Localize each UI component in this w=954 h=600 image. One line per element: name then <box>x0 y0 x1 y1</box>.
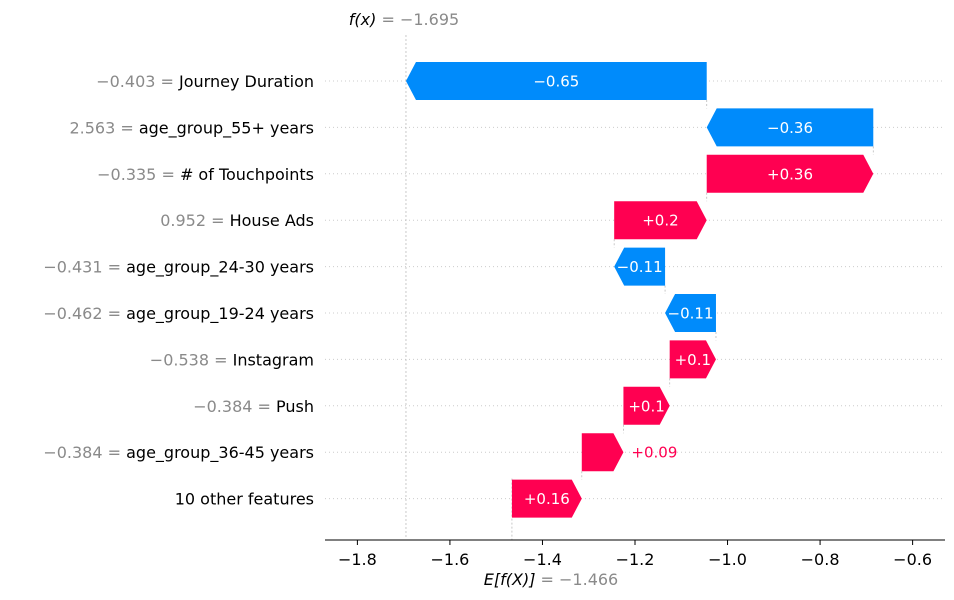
feature-equals: = <box>209 350 233 369</box>
waterfall-bar <box>669 340 716 379</box>
bar-value-label: +0.36 <box>767 165 813 183</box>
waterfall-bar <box>614 201 707 240</box>
feature-label: −0.462 = age_group_19-24 years <box>43 304 314 324</box>
feature-equals: = <box>103 258 127 277</box>
fx-annotation: f(x) = −1.695 <box>349 10 459 29</box>
efx-label: E[f(X)] <box>484 570 536 589</box>
bar-value-label: −0.36 <box>767 119 813 137</box>
feature-equals: = <box>103 443 127 462</box>
feature-label: −0.384 = Push <box>193 397 314 416</box>
feature-label: −0.403 = Journey Duration <box>96 72 314 91</box>
feature-value: −0.384 <box>193 397 252 416</box>
feature-equals: = <box>115 118 139 137</box>
bar-value-label: −0.65 <box>533 73 579 91</box>
bar-value-label: +0.2 <box>642 212 678 230</box>
bars: −0.65 −0.36 +0.36 +0.2 −0.11 −0.11 +0.1 +0.1 +0.… <box>405 62 874 518</box>
bar-value-label: +0.1 <box>628 397 664 415</box>
x-tick-label: −1.0 <box>708 550 747 569</box>
x-tick-label: −1.6 <box>430 550 469 569</box>
x-axis: −1.8 −1.6 −1.4 −1.2 −1.0 −0.8 −0.6 <box>325 539 945 569</box>
feature-value: 2.563 <box>69 118 115 137</box>
bar-value-label: +0.09 <box>631 444 677 462</box>
efx-value: −1.466 <box>559 570 618 589</box>
feature-value: −0.431 <box>43 258 102 277</box>
x-tick-label: −1.2 <box>616 550 655 569</box>
feature-value: −0.403 <box>96 72 155 91</box>
feature-name: age_group_24-30 years <box>126 258 314 278</box>
feature-value: 0.952 <box>160 211 206 230</box>
waterfall-bar <box>614 247 666 286</box>
feature-value: −0.384 <box>43 443 102 462</box>
waterfall-bar <box>405 62 707 100</box>
feature-name: age_group_36-45 years <box>126 443 314 463</box>
feature-label: −0.538 = Instagram <box>150 350 314 369</box>
bar-value-label: +0.1 <box>675 351 711 369</box>
bar-value-label: −0.11 <box>617 258 663 276</box>
feature-value: −0.462 <box>43 304 102 323</box>
waterfall-bar <box>511 479 582 518</box>
feature-label: −0.431 = age_group_24-30 years <box>43 258 314 278</box>
feature-equals: = <box>156 165 180 184</box>
fx-equals: = <box>376 10 400 29</box>
feature-label: 2.563 = age_group_55+ years <box>69 118 314 138</box>
feature-name: age_group_55+ years <box>139 118 314 138</box>
feature-value: −0.538 <box>150 350 209 369</box>
feature-label: 10 other features <box>175 490 314 509</box>
feature-name: Journey Duration <box>178 72 314 91</box>
feature-label: 0.952 = House Ads <box>160 211 314 230</box>
x-tick-label: −0.6 <box>893 550 932 569</box>
x-tick-label: −1.4 <box>523 550 562 569</box>
efx-equals: = <box>535 570 559 589</box>
waterfall-bar <box>706 154 874 193</box>
feature-name: Push <box>276 397 314 416</box>
feature-equals: = <box>103 304 127 323</box>
feature-name: House Ads <box>230 211 314 230</box>
feature-equals: = <box>155 72 179 91</box>
fx-value: −1.695 <box>400 10 459 29</box>
efx-annotation: E[f(X)] = −1.466 <box>484 570 618 589</box>
bar-value-label: +0.16 <box>524 490 570 508</box>
feature-label: −0.335 = # of Touchpoints <box>97 165 314 184</box>
feature-label: −0.384 = age_group_36-45 years <box>43 443 314 463</box>
fx-label: f(x) <box>349 10 377 29</box>
feature-name: Instagram <box>233 350 314 369</box>
waterfall-bar <box>706 108 874 147</box>
waterfall-bar <box>581 433 624 472</box>
feature-labels: −0.403 = Journey Duration 2.563 = age_gro… <box>43 72 314 509</box>
waterfall-bar <box>623 386 670 425</box>
x-tick-label: −0.8 <box>801 550 840 569</box>
reference-lines <box>405 35 874 540</box>
x-tick-label: −1.8 <box>338 550 377 569</box>
feature-name: # of Touchpoints <box>180 165 314 184</box>
bar-value-label: −0.11 <box>668 305 714 323</box>
waterfall-bar <box>665 294 716 332</box>
feature-equals: = <box>252 397 276 416</box>
feature-value: −0.335 <box>97 165 156 184</box>
feature-name: 10 other features <box>175 490 314 509</box>
feature-equals: = <box>206 211 230 230</box>
feature-name: age_group_19-24 years <box>126 304 314 324</box>
